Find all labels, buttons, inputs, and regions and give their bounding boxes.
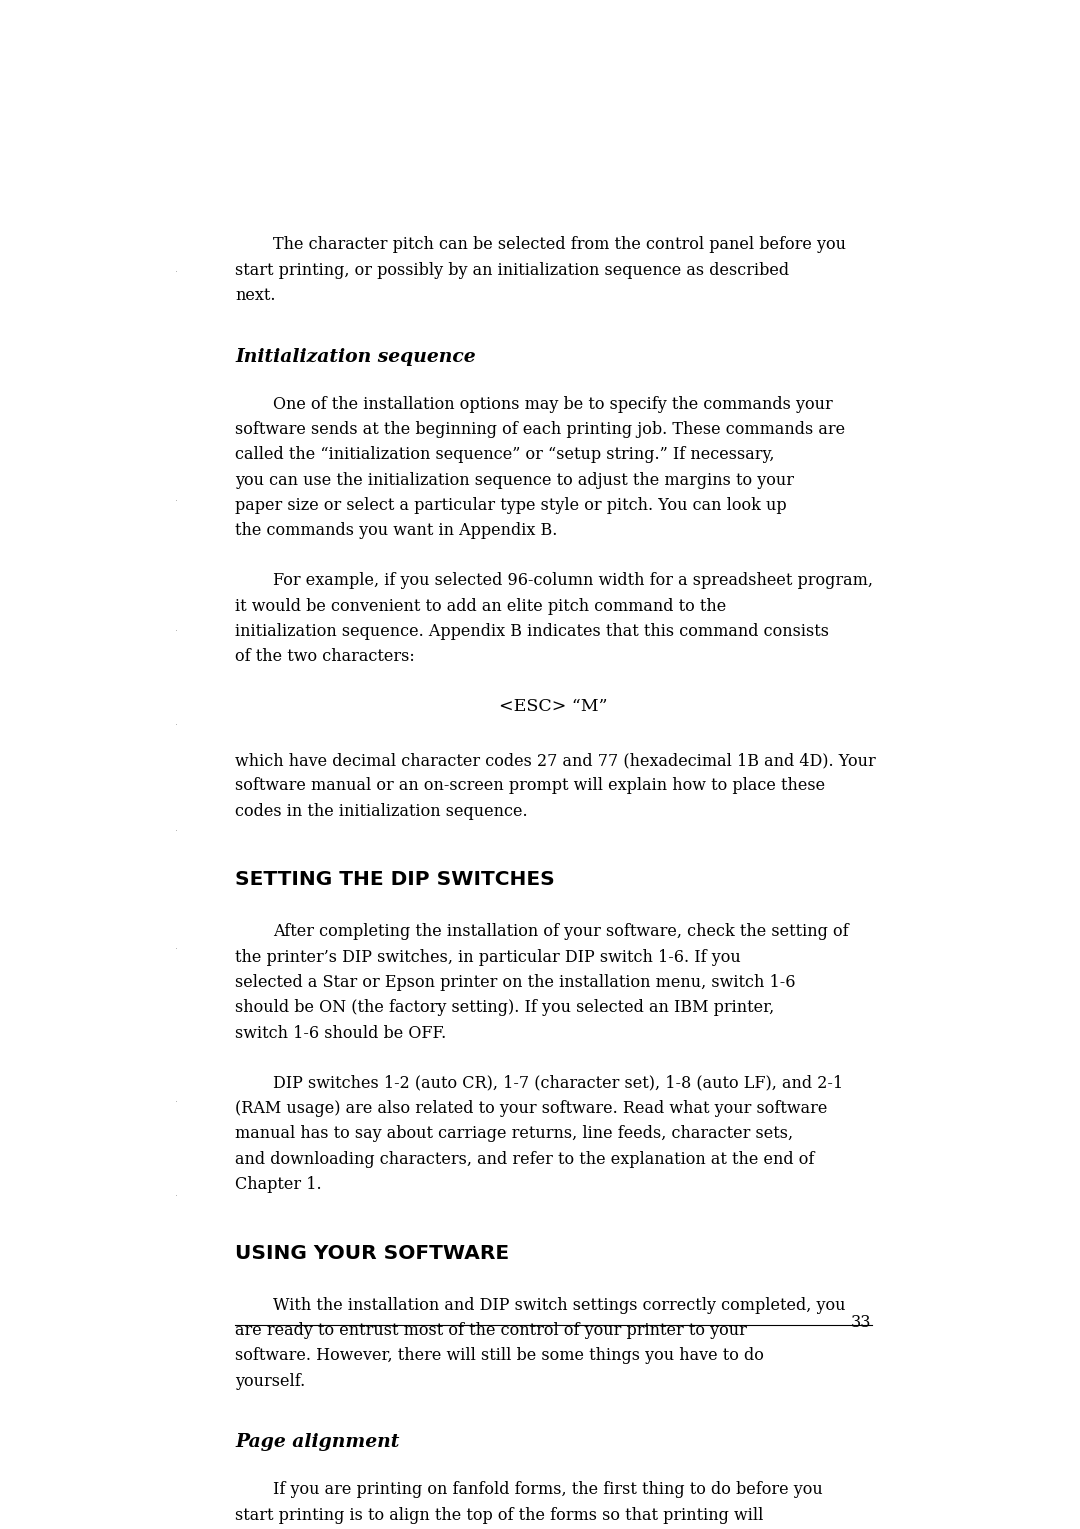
Text: it would be convenient to add an elite pitch command to the: it would be convenient to add an elite p…	[235, 598, 727, 615]
Text: selected a Star or Epson printer on the installation menu, switch 1-6: selected a Star or Epson printer on the …	[235, 974, 796, 991]
Text: Chapter 1.: Chapter 1.	[235, 1176, 322, 1193]
Text: <ESC> “M”: <ESC> “M”	[499, 699, 608, 716]
Text: the commands you want in Appendix B.: the commands you want in Appendix B.	[235, 523, 557, 540]
Text: USING YOUR SOFTWARE: USING YOUR SOFTWARE	[235, 1243, 510, 1263]
Text: ·: ·	[175, 826, 178, 836]
Text: Page alignment: Page alignment	[235, 1433, 400, 1451]
Text: 33: 33	[851, 1315, 872, 1332]
Text: If you are printing on fanfold forms, the first thing to do before you: If you are printing on fanfold forms, th…	[273, 1482, 823, 1498]
Text: manual has to say about carriage returns, line feeds, character sets,: manual has to say about carriage returns…	[235, 1125, 794, 1142]
Text: Initialization sequence: Initialization sequence	[235, 347, 476, 365]
Text: called the “initialization sequence” or “setup string.” If necessary,: called the “initialization sequence” or …	[235, 446, 775, 463]
Text: yourself.: yourself.	[235, 1373, 306, 1390]
Text: you can use the initialization sequence to adjust the margins to your: you can use the initialization sequence …	[235, 471, 795, 489]
Text: ·: ·	[175, 943, 178, 954]
Text: ·: ·	[175, 266, 178, 277]
Text: are ready to entrust most of the control of your printer to your: are ready to entrust most of the control…	[235, 1323, 747, 1339]
Text: paper size or select a particular type style or pitch. You can look up: paper size or select a particular type s…	[235, 497, 787, 514]
Text: start printing, or possibly by an initialization sequence as described: start printing, or possibly by an initia…	[235, 261, 789, 278]
Text: software manual or an on-screen prompt will explain how to place these: software manual or an on-screen prompt w…	[235, 777, 825, 794]
Text: ·: ·	[175, 1096, 178, 1107]
Text: The character pitch can be selected from the control panel before you: The character pitch can be selected from…	[273, 237, 846, 254]
Text: DIP switches 1-2 (auto CR), 1-7 (character set), 1-8 (auto LF), and 2-1: DIP switches 1-2 (auto CR), 1-7 (charact…	[273, 1075, 843, 1092]
Text: One of the installation options may be to specify the commands your: One of the installation options may be t…	[273, 396, 833, 413]
Text: start printing is to align the top of the forms so that printing will: start printing is to align the top of th…	[235, 1506, 764, 1523]
Text: software sends at the beginning of each printing job. These commands are: software sends at the beginning of each …	[235, 420, 846, 439]
Text: the printer’s DIP switches, in particular DIP switch 1-6. If you: the printer’s DIP switches, in particula…	[235, 948, 741, 966]
Text: which have decimal character codes 27 and 77 (hexadecimal 1B and 4D). Your: which have decimal character codes 27 an…	[235, 752, 876, 769]
Text: software. However, there will still be some things you have to do: software. However, there will still be s…	[235, 1347, 765, 1364]
Text: ·: ·	[175, 1191, 178, 1200]
Text: next.: next.	[235, 287, 276, 304]
Text: ·: ·	[175, 720, 178, 729]
Text: ·: ·	[175, 625, 178, 636]
Text: switch 1-6 should be OFF.: switch 1-6 should be OFF.	[235, 1024, 447, 1041]
Text: initialization sequence. Appendix B indicates that this command consists: initialization sequence. Appendix B indi…	[235, 622, 829, 641]
Text: should be ON (the factory setting). If you selected an IBM printer,: should be ON (the factory setting). If y…	[235, 1000, 774, 1017]
Text: SETTING THE DIP SWITCHES: SETTING THE DIP SWITCHES	[235, 870, 555, 890]
Text: With the installation and DIP switch settings correctly completed, you: With the installation and DIP switch set…	[273, 1297, 846, 1313]
Text: For example, if you selected 96-column width for a spreadsheet program,: For example, if you selected 96-column w…	[273, 572, 873, 589]
Text: and downloading characters, and refer to the explanation at the end of: and downloading characters, and refer to…	[235, 1150, 814, 1168]
Text: of the two characters:: of the two characters:	[235, 648, 415, 665]
Text: codes in the initialization sequence.: codes in the initialization sequence.	[235, 803, 528, 820]
Text: After completing the installation of your software, check the setting of: After completing the installation of you…	[273, 924, 849, 940]
Text: ·: ·	[175, 497, 178, 506]
Text: (RAM usage) are also related to your software. Read what your software: (RAM usage) are also related to your sof…	[235, 1099, 827, 1116]
